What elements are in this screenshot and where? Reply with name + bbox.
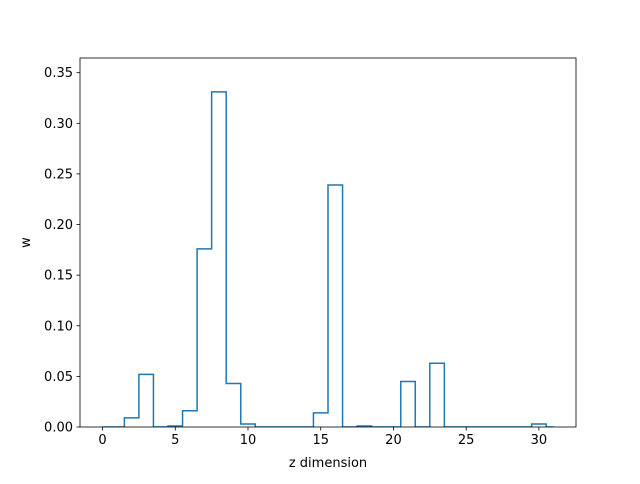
- y-tick-label: 0.10: [44, 319, 73, 334]
- x-tick-label: 20: [385, 433, 402, 448]
- x-tick-label: 25: [458, 433, 475, 448]
- x-tick-label: 10: [240, 433, 257, 448]
- y-tick-label: 0.20: [44, 218, 73, 233]
- y-tick-label: 0.35: [44, 66, 73, 81]
- x-tick-label: 30: [531, 433, 548, 448]
- axes-group: 0 5 10 15 20 25 30 0.00 0.05 0.10 0.15 0.20 0.25 0.30…: [44, 57, 577, 448]
- axes-frame: [79, 57, 577, 428]
- series-step-line: [102, 91, 554, 427]
- x-tick-label: 15: [312, 433, 329, 448]
- x-tick-label: 5: [171, 433, 179, 448]
- x-axis-label: z dimension: [289, 456, 367, 471]
- y-axis-label: w: [19, 237, 34, 248]
- y-tick-label: 0.25: [44, 167, 73, 182]
- y-tick-label: 0.15: [44, 269, 73, 284]
- y-tick-label: 0.30: [44, 117, 73, 132]
- y-tick-label: 0.05: [44, 370, 73, 385]
- plot-area: [102, 91, 554, 427]
- x-tick-label: 0: [98, 433, 106, 448]
- y-tick-label: 0.00: [44, 421, 73, 436]
